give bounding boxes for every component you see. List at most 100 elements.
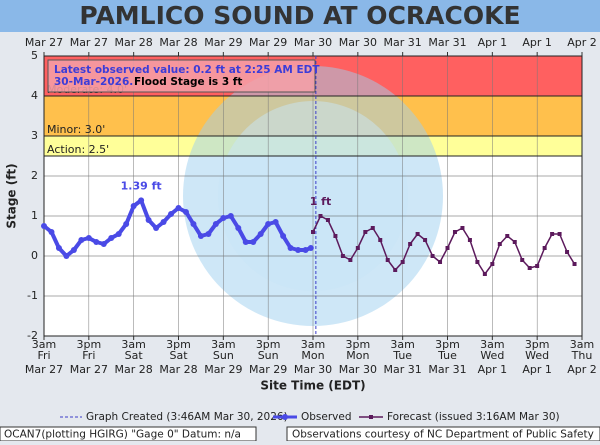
forecast-point (318, 214, 323, 218)
top-tick-date: Apr 1 (478, 36, 508, 49)
forecast-point (497, 242, 502, 246)
observed-point (153, 225, 160, 231)
footer-text: Observations courtesy of NC Department o… (292, 429, 594, 441)
info-box (47, 59, 316, 93)
y-tick-label: 4 (31, 89, 38, 102)
flood-label: Action: 2.5' (47, 143, 109, 156)
footer-text: OCAN7(plotting HGIRG) "Gage 0" Datum: n/… (4, 429, 241, 441)
x-tick-day: Fri (82, 349, 95, 362)
x-tick-date: Mar 27 (70, 363, 108, 376)
info-text: 30-Mar-2026. (54, 76, 133, 88)
observed-point (63, 253, 70, 259)
observed-point (272, 219, 279, 225)
top-tick-date: Mar 28 (159, 36, 197, 49)
forecast-point (475, 260, 480, 264)
observed-point (145, 217, 152, 223)
observed-point (212, 221, 219, 227)
forecast-point (520, 258, 525, 262)
observed-point (220, 215, 227, 221)
x-tick-date: Mar 28 (159, 363, 197, 376)
value-label: 1 ft (310, 195, 332, 208)
observed-point (227, 213, 234, 219)
forecast-point (482, 272, 487, 276)
x-tick-label: 3pm (256, 338, 281, 351)
flood-label: Minor: 3.0' (47, 123, 105, 136)
observed-point (41, 223, 47, 229)
y-tick-label: 3 (31, 129, 38, 142)
x-tick-date: Apr 1 (522, 363, 552, 376)
forecast-point (311, 230, 315, 234)
x-tick-day: Tue (392, 349, 412, 362)
top-tick-date: Mar 28 (115, 36, 153, 49)
y-tick-label: 5 (31, 49, 38, 62)
observed-point (48, 229, 55, 235)
x-tick-date: Mar 29 (249, 363, 287, 376)
x-tick-day: Wed (480, 349, 504, 362)
observed-point (93, 239, 100, 245)
observed-point (108, 235, 115, 241)
forecast-point (557, 232, 562, 236)
value-label: 1.39 ft (121, 179, 162, 192)
observed-point (295, 247, 302, 253)
top-tick-date: Mar 27 (70, 36, 108, 49)
top-tick-date: Apr 2 (567, 36, 597, 49)
x-tick-day: Sun (258, 349, 279, 362)
forecast-point (527, 266, 532, 270)
title-banner (0, 0, 600, 32)
forecast-point (385, 258, 390, 262)
x-tick-day: Tue (437, 349, 457, 362)
forecast-point (490, 262, 495, 266)
plot-border (43, 55, 583, 337)
observed-point (307, 245, 314, 251)
x-tick-date: Apr 2 (567, 363, 597, 376)
observed-point (123, 221, 130, 227)
observed-point (55, 245, 62, 251)
x-tick-label: 3am (211, 338, 235, 351)
observed-point (280, 233, 287, 239)
y-tick-label: 1 (31, 209, 38, 222)
info-text: Flood Stage is 3 ft (134, 76, 242, 88)
legend-swatch (369, 415, 373, 419)
x-tick-label: 3pm (435, 338, 460, 351)
y-tick-label: -1 (27, 289, 38, 302)
forecast-point (542, 246, 547, 250)
y-tick-label: 2 (31, 169, 38, 182)
observed-point (175, 205, 182, 211)
observed-point (130, 203, 137, 209)
legend-text: Forecast (issued 3:16AM Mar 30) (387, 411, 560, 423)
legend-text: Graph Created (3:46AM Mar 30, 2026) (86, 411, 288, 423)
x-tick-day: Wed (525, 349, 549, 362)
x-tick-day: Mon (346, 349, 369, 362)
top-tick-date: Mar 30 (294, 36, 332, 49)
observed-point (197, 233, 204, 239)
chart-title: PAMLICO SOUND AT OCRACOKE (79, 1, 520, 30)
top-tick-date: Mar 27 (25, 36, 63, 49)
x-tick-day: Sat (169, 349, 188, 362)
observed-point (257, 231, 264, 237)
x-tick-date: Mar 28 (115, 363, 153, 376)
forecast-point (325, 218, 330, 222)
forecast-point (460, 226, 465, 230)
x-tick-label: 3pm (345, 338, 370, 351)
observed-point (265, 221, 272, 227)
top-tick-date: Mar 31 (384, 36, 422, 49)
forecast-point (430, 254, 435, 258)
forecast-point (363, 230, 368, 234)
observed-point (138, 197, 145, 204)
y-tick-label: -2 (27, 329, 38, 342)
top-tick-date: Mar 29 (249, 36, 287, 49)
x-tick-date: Apr 1 (478, 363, 508, 376)
forecast-point (535, 264, 540, 268)
x-tick-label: 3am (121, 338, 145, 351)
observed-point (168, 211, 175, 217)
top-tick-date: Mar 29 (204, 36, 242, 49)
forecast-point (423, 238, 428, 242)
top-tick-date: Mar 30 (339, 36, 377, 49)
x-tick-label: 3am (301, 338, 325, 351)
observed-point (242, 239, 249, 245)
x-axis-title: Site Time (EDT) (260, 379, 365, 393)
observed-point (100, 241, 107, 247)
legend-swatch (282, 414, 288, 420)
observed-point (85, 235, 92, 241)
